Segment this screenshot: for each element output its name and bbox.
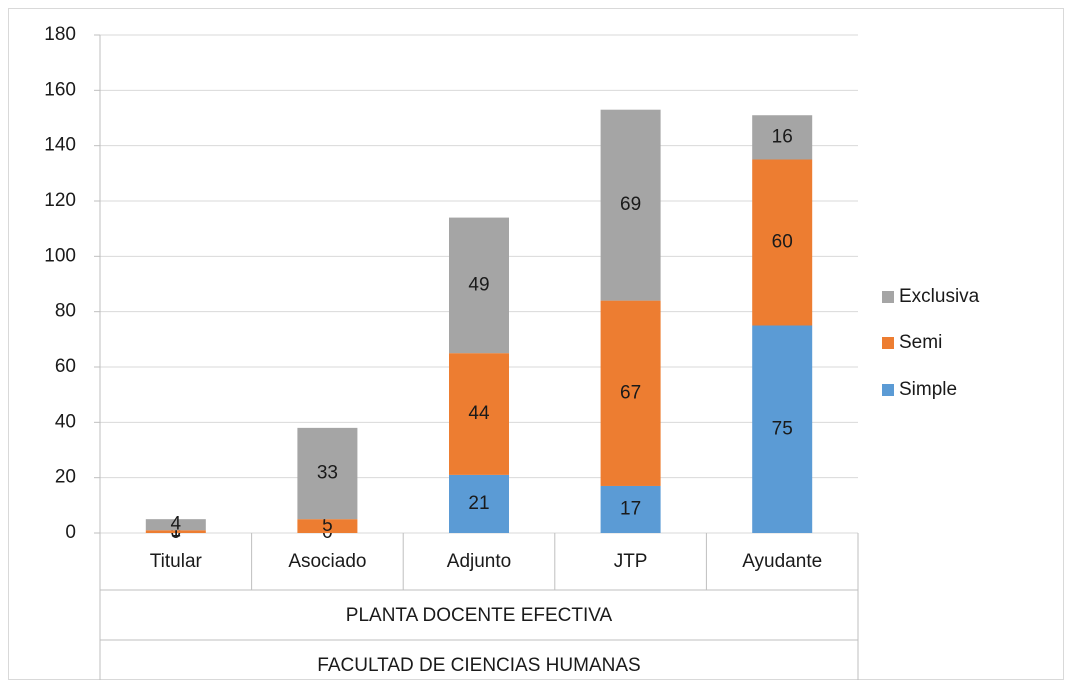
bar-segment	[752, 115, 813, 160]
legend-swatch	[882, 337, 894, 349]
y-tick-label: 20	[55, 467, 76, 488]
data-label: 49	[468, 274, 489, 295]
data-label: 60	[772, 232, 793, 253]
y-tick-label: 180	[44, 24, 76, 45]
bar-segment	[449, 217, 509, 354]
bar-segment	[752, 159, 813, 326]
y-tick-label: 140	[44, 135, 76, 156]
y-tick-label: 100	[44, 245, 76, 266]
x-tick-label: JTP	[614, 551, 648, 572]
data-label: 5	[322, 515, 333, 536]
bar-segment	[600, 300, 661, 486]
data-label: 4	[171, 514, 182, 535]
x-tick-label: Adjunto	[447, 551, 511, 572]
y-tick-label: 80	[55, 301, 76, 322]
x-tick-label: Titular	[150, 551, 203, 572]
legend-swatch	[882, 291, 894, 303]
legend-label: Exclusiva	[899, 286, 980, 307]
bar-segment	[449, 353, 509, 475]
bar-segment	[752, 325, 813, 533]
legend-swatch	[882, 384, 894, 396]
group-label: FACULTAD DE CIENCIAS HUMANAS	[317, 655, 640, 676]
bar-segment	[449, 474, 509, 533]
bar-segment	[145, 530, 206, 533]
bar-segment	[297, 519, 358, 533]
y-tick-label: 0	[65, 522, 76, 543]
legend-label: Simple	[899, 379, 957, 400]
bar-segment	[600, 109, 661, 301]
data-label: 44	[468, 403, 490, 424]
group-label: PLANTA DOCENTE EFECTIVA	[346, 605, 613, 626]
data-label: 75	[772, 418, 793, 439]
legend-label: Semi	[899, 332, 942, 353]
data-label: 21	[468, 493, 489, 514]
y-tick-label: 120	[44, 190, 76, 211]
y-tick-label: 40	[55, 411, 76, 432]
bar-segment	[297, 427, 358, 520]
y-tick-label: 160	[44, 79, 76, 100]
data-label: 33	[317, 463, 338, 484]
data-label: 69	[620, 194, 641, 215]
bar-segment	[145, 519, 206, 531]
data-label: 1	[171, 521, 182, 542]
x-tick-label: Asociado	[288, 551, 366, 572]
y-tick-label: 60	[55, 356, 76, 377]
x-tick-label: Ayudante	[742, 551, 822, 572]
bar-segment	[600, 485, 661, 533]
data-label: 16	[772, 126, 793, 147]
data-label: 67	[620, 382, 641, 403]
data-label: 17	[620, 498, 641, 519]
